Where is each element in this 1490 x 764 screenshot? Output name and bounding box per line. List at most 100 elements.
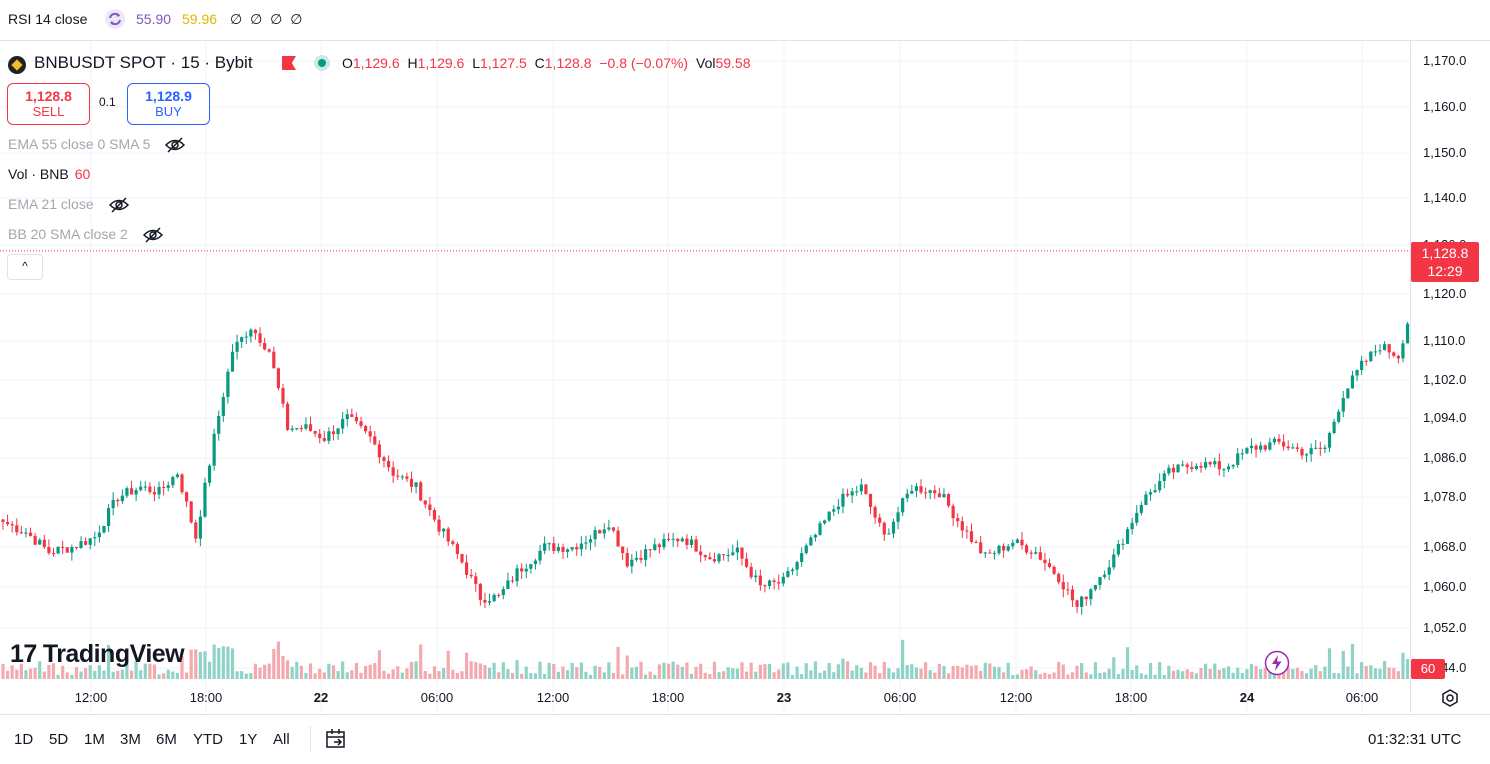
collapse-legend-button[interactable]: ^ <box>7 254 43 280</box>
range-button-ytd[interactable]: YTD <box>193 731 223 748</box>
price-tick-label: 1,140.0 <box>1423 190 1467 205</box>
lightning-icon[interactable] <box>1264 650 1290 676</box>
utc-clock[interactable]: 01:32:31 UTC <box>1368 731 1462 748</box>
price-chart[interactable] <box>0 41 1410 713</box>
candle <box>1272 438 1277 443</box>
candle <box>1249 445 1254 449</box>
volume-bar <box>1098 672 1102 679</box>
volume-bar <box>726 667 730 679</box>
candle <box>969 531 974 542</box>
range-button-6m[interactable]: 6M <box>156 731 177 748</box>
candle <box>217 415 221 434</box>
buy-button[interactable]: 1,128.9 BUY <box>127 83 210 125</box>
volume-bar <box>386 673 391 679</box>
candle <box>93 537 97 539</box>
candle <box>171 476 175 486</box>
market-open-icon[interactable] <box>314 55 330 71</box>
volume-bar <box>1360 662 1364 679</box>
candle <box>483 599 487 603</box>
candle <box>354 416 359 422</box>
volume-bar <box>887 668 891 679</box>
volume-bar <box>492 662 496 679</box>
sell-label: SELL <box>32 104 65 119</box>
indicator-volume[interactable]: Vol · BNB 60 <box>8 166 91 182</box>
time-tick-label: 06:00 <box>1345 690 1379 705</box>
indicator-bollinger[interactable]: BB 20 SMA close 2 <box>8 226 164 243</box>
range-button-3m[interactable]: 3M <box>120 731 141 748</box>
candle <box>313 431 317 434</box>
volume-bar <box>1024 669 1029 679</box>
candle <box>942 494 946 498</box>
range-button-5d[interactable]: 5D <box>49 731 69 748</box>
volume-bar <box>1286 666 1290 679</box>
volume-bar <box>134 661 138 679</box>
rsi-label[interactable]: RSI 14 close <box>8 11 88 27</box>
hidden-eye-icon[interactable] <box>108 197 130 213</box>
volume-bar <box>295 661 299 679</box>
candle <box>933 490 937 494</box>
candle <box>850 491 854 496</box>
volume-bar <box>70 674 74 679</box>
indicator-ema55[interactable]: EMA 55 close 0 SMA 5 <box>8 136 186 153</box>
volume-bar <box>937 663 941 679</box>
volume-bar <box>359 672 363 679</box>
candle <box>547 543 551 545</box>
hidden-eye-icon[interactable] <box>142 227 164 243</box>
rsi-ma-value: 59.96 <box>182 11 218 27</box>
volume-bar <box>974 665 978 679</box>
candle <box>855 491 859 493</box>
volume-bar <box>15 669 19 679</box>
volume-bar <box>804 663 808 679</box>
volume-bar <box>354 662 359 679</box>
tradingview-logo[interactable]: 17 TradingView <box>10 640 185 668</box>
range-button-1y[interactable]: 1Y <box>239 731 258 748</box>
volume-bar <box>1167 665 1171 679</box>
candle <box>1052 566 1056 574</box>
candle <box>951 505 955 519</box>
candle <box>1061 582 1065 590</box>
volume-bar <box>1070 672 1075 679</box>
range-button-1m[interactable]: 1M <box>84 731 105 748</box>
volume-bar <box>933 672 937 679</box>
volume-bar <box>88 665 92 679</box>
candle <box>377 444 381 458</box>
candle <box>552 543 556 551</box>
candle <box>1034 552 1038 554</box>
candle <box>1107 567 1111 575</box>
candle <box>47 547 51 553</box>
settings-icon[interactable] <box>1440 688 1460 708</box>
candle <box>1135 512 1139 523</box>
candle <box>666 538 671 540</box>
indicator-ema21[interactable]: EMA 21 close <box>8 196 130 213</box>
volume-bar <box>405 668 409 679</box>
volume-bar <box>428 673 432 679</box>
flag-icon[interactable] <box>282 56 296 70</box>
sell-button[interactable]: 1,128.8 SELL <box>7 83 90 125</box>
range-button-1d[interactable]: 1D <box>14 731 34 748</box>
volume-bar <box>84 668 88 679</box>
volume-bar <box>1006 662 1010 679</box>
candle <box>166 485 170 488</box>
volume-bar <box>722 671 726 679</box>
refresh-icon[interactable] <box>104 8 126 30</box>
symbol-title[interactable]: BNBUSDT SPOT · 15 · Bybit <box>34 53 253 72</box>
price-axis[interactable]: 1,170.01,160.01,150.01,140.01,130.01,120… <box>1410 41 1490 713</box>
candle <box>382 457 386 461</box>
candle <box>983 552 987 554</box>
candle <box>152 492 157 495</box>
range-button-all[interactable]: All <box>273 731 290 748</box>
candle <box>561 547 565 552</box>
candle <box>565 549 570 552</box>
volume-bar <box>189 649 193 679</box>
volume-bar <box>464 652 469 679</box>
calendar-goto-icon[interactable] <box>324 727 348 751</box>
hidden-eye-icon[interactable] <box>164 137 186 153</box>
volume-bar <box>304 672 308 679</box>
volume-bar <box>171 671 175 679</box>
volume-bar <box>180 656 184 679</box>
volume-bar <box>942 666 946 679</box>
volume-bar <box>102 670 106 679</box>
candle <box>1024 545 1029 553</box>
volume-bar <box>1075 665 1079 679</box>
candle <box>1093 585 1098 590</box>
